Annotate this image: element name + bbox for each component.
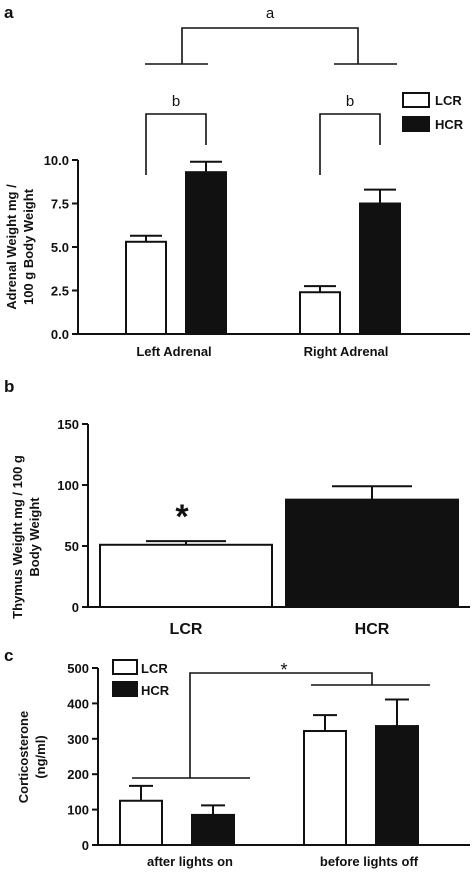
panel-a-category-label: Left Adrenal	[136, 344, 211, 359]
panel-c-bar-hcr	[375, 725, 419, 847]
panel-a-legend-label: HCR	[435, 117, 464, 132]
panel-b-y-label-line: Thymus Weight mg / 100 g	[10, 455, 25, 619]
panel-b-significance-star: *	[175, 498, 189, 536]
panel-a-bar-hcr	[359, 202, 401, 335]
panel-a-bracket-left	[145, 113, 207, 175]
panel-c-legend-label: HCR	[141, 683, 170, 698]
panel-c-chart: 0 100 200 300 400 500 Corticosterone (ng/ml) aft…	[16, 659, 470, 869]
panel-b-letter: b	[4, 377, 14, 396]
panel-a-chart: 0.0 2.5 5.0 7.5 10.0 Adrenal Weight mg /100 g…	[4, 5, 470, 359]
panel-c-bracket	[189, 672, 373, 778]
panel-c-category-label: after lights on	[147, 854, 233, 869]
panel-a-y-tick-label: 7.5	[51, 197, 69, 212]
panel-b-y-tick-label: 50	[65, 539, 79, 554]
panel-c-y-label: Corticosterone (ng/ml)	[16, 711, 48, 803]
panel-a-y-label-line: Adrenal Weight mg /	[4, 184, 19, 310]
panel-a-bar-hcr	[185, 171, 227, 335]
panel-c-category-label: before lights off	[320, 854, 419, 869]
panel-a-bracket-overall	[181, 27, 359, 64]
panel-c-y-tick-label: 500	[67, 661, 89, 676]
panel-c-y-tick-label: 0	[82, 838, 89, 853]
panel-a-bracket-label-right: b	[346, 93, 354, 110]
panel-c-y-tick-label: 300	[67, 732, 89, 747]
panel-b-bar-hcr	[285, 498, 459, 609]
panel-b-y-tick-label: 100	[57, 478, 79, 493]
panel-c-bar-lcr	[119, 799, 163, 846]
panel-c-legend-swatch-hcr	[112, 681, 138, 697]
panel-c-y-label-line: (ng/ml)	[33, 735, 48, 778]
panel-c-y-tick-label: 100	[67, 803, 89, 818]
panel-c-legend-swatch-lcr	[112, 659, 138, 675]
panel-b-y-label: Thymus Weight mg / 100 g Body Weight	[10, 455, 42, 619]
panel-a-y-tick-label: 2.5	[51, 284, 69, 299]
panel-c-bar-lcr	[303, 730, 347, 847]
panel-c-letter: c	[4, 646, 13, 665]
panel-c-y-tick-label: 200	[67, 767, 89, 782]
panel-a-bar-lcr	[299, 291, 341, 335]
panel-c-y-tick-label: 400	[67, 696, 89, 711]
panel-a-legend-label: LCR	[435, 93, 462, 108]
panel-a-y-label-line: 100 g Body Weight	[21, 188, 36, 305]
panel-b-y-tick-label: 0	[72, 600, 79, 615]
panel-a-y-tick-label: 0.0	[51, 327, 69, 342]
panel-c-legend-label: LCR	[141, 661, 168, 676]
panel-b-y-tick-label: 150	[57, 417, 79, 432]
panel-a-legend-swatch-hcr	[402, 116, 430, 132]
panel-a-legend-swatch-lcr	[402, 92, 430, 108]
panel-b-bar-lcr	[99, 543, 273, 609]
panel-b-category-label: LCR	[170, 621, 203, 638]
panel-a-category-label: Right Adrenal	[304, 344, 389, 359]
panel-a-letter: a	[4, 3, 14, 22]
panel-a-y-tick-label: 5.0	[51, 240, 69, 255]
panel-a-bracket-label-left: b	[172, 93, 180, 110]
panel-b-y-label-line: Body Weight	[27, 497, 42, 577]
panel-a-bracket-overall-label: a	[266, 5, 275, 22]
panel-a-y-label: Adrenal Weight mg /100 g Body Weight	[4, 184, 36, 310]
panel-a-bar-lcr	[125, 240, 167, 335]
panel-b-chart: 0 50 100 150 Thymus Weight mg / 100 g Body We…	[10, 417, 470, 638]
panel-b-category-label: HCR	[355, 621, 390, 638]
panel-a-bracket-right	[319, 113, 381, 175]
panel-c-y-label-line: Corticosterone	[16, 711, 31, 803]
panel-c-significance-star: *	[280, 660, 287, 680]
panel-c-bar-hcr	[191, 813, 235, 846]
panel-a-y-tick-label: 10.0	[44, 153, 69, 168]
